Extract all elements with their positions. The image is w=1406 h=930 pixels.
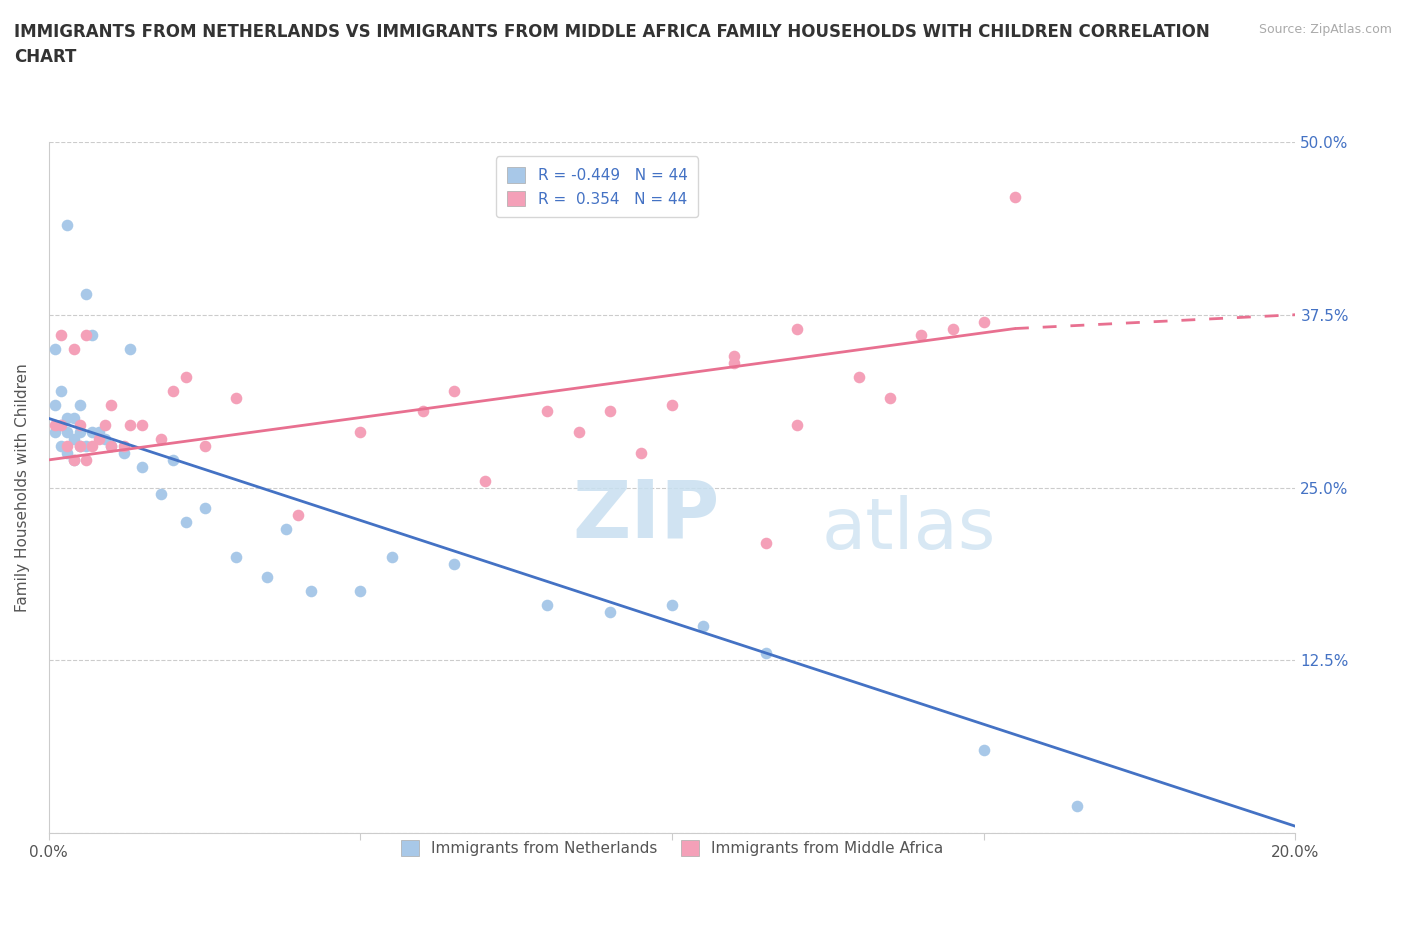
Point xyxy=(942,321,965,336)
Point xyxy=(256,570,278,585)
Point xyxy=(82,425,104,440)
Point xyxy=(75,286,97,301)
Point xyxy=(536,598,558,613)
Point xyxy=(56,218,79,232)
Point xyxy=(723,355,745,370)
Point xyxy=(225,391,247,405)
Point xyxy=(118,342,141,357)
Point xyxy=(474,473,496,488)
Point xyxy=(225,550,247,565)
Point xyxy=(149,487,172,502)
Point xyxy=(162,453,184,468)
Text: Source: ZipAtlas.com: Source: ZipAtlas.com xyxy=(1258,23,1392,36)
Point xyxy=(194,501,217,516)
Point xyxy=(299,584,322,599)
Point xyxy=(661,397,683,412)
Point xyxy=(536,404,558,418)
Point xyxy=(848,369,870,384)
Point xyxy=(69,397,91,412)
Point xyxy=(412,404,434,418)
Point xyxy=(94,418,117,432)
Text: ZIP: ZIP xyxy=(572,476,720,554)
Point xyxy=(56,411,79,426)
Point xyxy=(755,536,778,551)
Point xyxy=(69,425,91,440)
Text: IMMIGRANTS FROM NETHERLANDS VS IMMIGRANTS FROM MIDDLE AFRICA FAMILY HOUSEHOLDS W: IMMIGRANTS FROM NETHERLANDS VS IMMIGRANT… xyxy=(14,23,1209,66)
Point xyxy=(44,425,66,440)
Point xyxy=(100,397,122,412)
Point xyxy=(1066,798,1088,813)
Point xyxy=(87,425,110,440)
Point xyxy=(443,383,465,398)
Point xyxy=(51,383,73,398)
Point xyxy=(755,646,778,661)
Point xyxy=(349,425,371,440)
Point xyxy=(69,418,91,432)
Point xyxy=(879,391,901,405)
Point xyxy=(349,584,371,599)
Point xyxy=(62,342,84,357)
Point xyxy=(75,439,97,454)
Point xyxy=(82,328,104,343)
Point xyxy=(973,743,995,758)
Point xyxy=(1004,190,1026,205)
Point xyxy=(112,445,135,460)
Point xyxy=(51,418,73,432)
Point xyxy=(118,418,141,432)
Point xyxy=(630,445,652,460)
Point xyxy=(51,439,73,454)
Point xyxy=(692,618,714,633)
Point xyxy=(112,439,135,454)
Point xyxy=(62,411,84,426)
Point xyxy=(51,328,73,343)
Point xyxy=(287,508,309,523)
Point xyxy=(973,314,995,329)
Point xyxy=(87,432,110,446)
Point xyxy=(75,328,97,343)
Point xyxy=(786,321,808,336)
Point xyxy=(568,425,591,440)
Point xyxy=(44,342,66,357)
Point xyxy=(274,522,297,537)
Point xyxy=(723,349,745,364)
Point xyxy=(62,453,84,468)
Point xyxy=(94,432,117,446)
Point xyxy=(661,598,683,613)
Point xyxy=(910,328,932,343)
Legend: Immigrants from Netherlands, Immigrants from Middle Africa: Immigrants from Netherlands, Immigrants … xyxy=(389,830,955,867)
Point xyxy=(599,604,621,619)
Point xyxy=(131,459,153,474)
Point xyxy=(443,556,465,571)
Point xyxy=(44,397,66,412)
Point xyxy=(56,445,79,460)
Point xyxy=(381,550,404,565)
Point xyxy=(62,453,84,468)
Point xyxy=(174,514,197,529)
Text: atlas: atlas xyxy=(821,495,995,564)
Point xyxy=(599,404,621,418)
Point xyxy=(75,453,97,468)
Point xyxy=(62,432,84,446)
Point xyxy=(69,439,91,454)
Point xyxy=(131,418,153,432)
Point xyxy=(100,439,122,454)
Point xyxy=(82,439,104,454)
Point xyxy=(162,383,184,398)
Point xyxy=(56,439,79,454)
Point xyxy=(174,369,197,384)
Point xyxy=(51,418,73,432)
Point xyxy=(149,432,172,446)
Point xyxy=(100,439,122,454)
Point xyxy=(786,418,808,432)
Point xyxy=(56,425,79,440)
Y-axis label: Family Households with Children: Family Households with Children xyxy=(15,363,30,612)
Point xyxy=(194,439,217,454)
Point xyxy=(69,439,91,454)
Point xyxy=(44,418,66,432)
